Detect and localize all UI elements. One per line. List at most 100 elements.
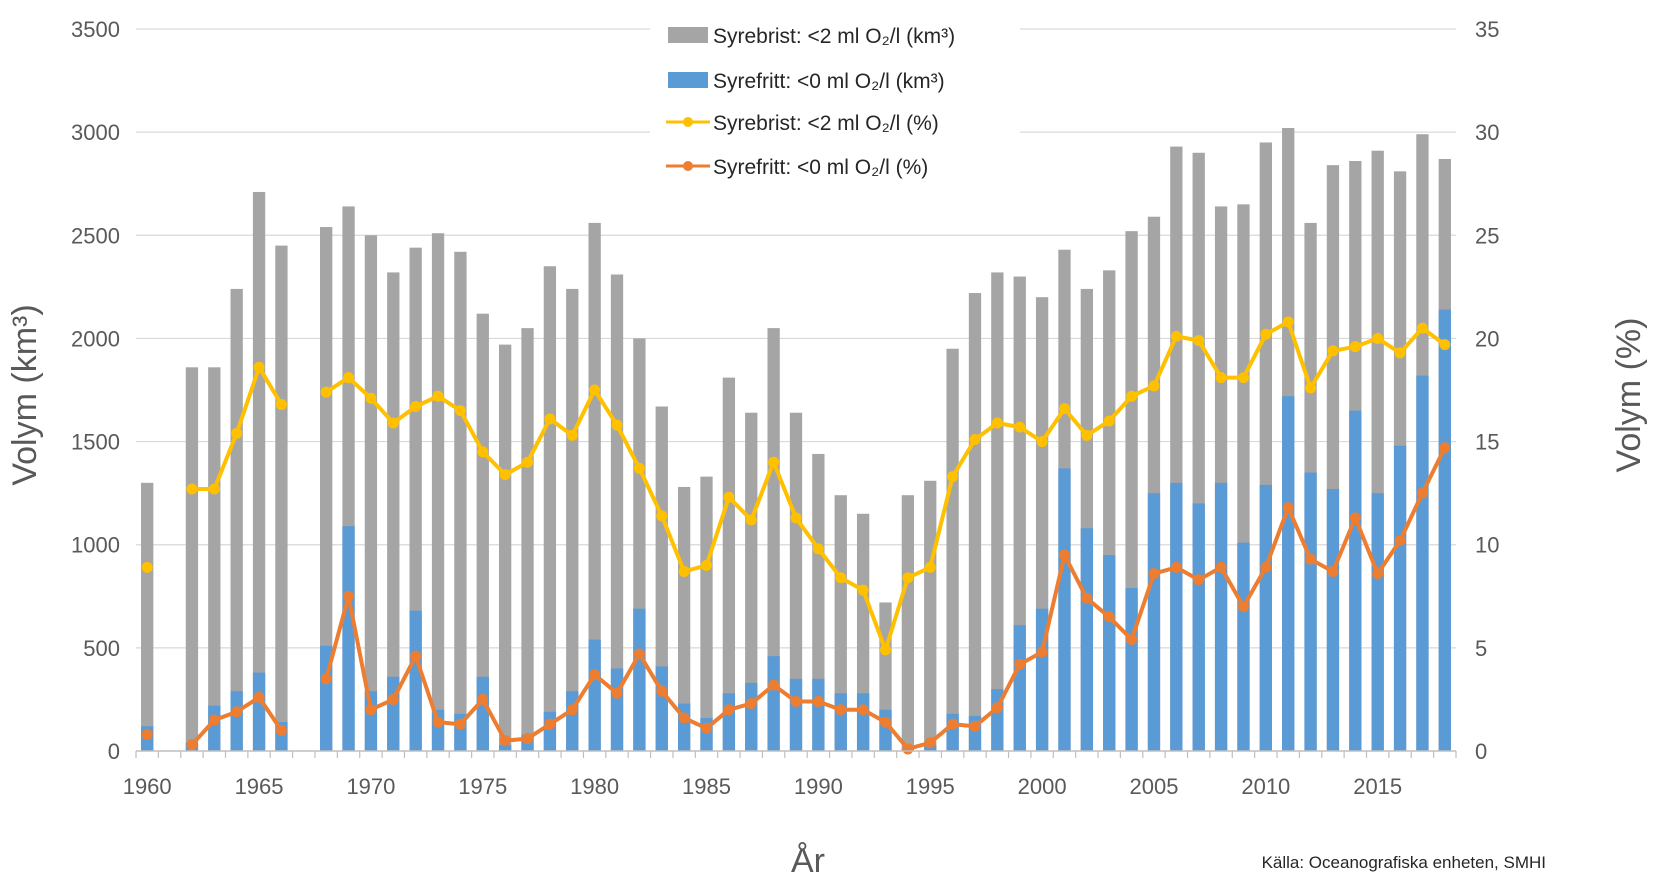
point-syrebrist-pct <box>1215 372 1227 384</box>
bar-syrefritt <box>588 639 601 751</box>
point-syrebrist-pct <box>1327 345 1339 357</box>
y-tick-label-right: 5 <box>1475 636 1487 661</box>
x-tick-label: 1965 <box>235 774 284 799</box>
point-syrebrist-pct <box>1014 421 1026 433</box>
point-syrefritt-pct <box>1081 592 1093 604</box>
point-syrefritt-pct <box>1416 487 1428 499</box>
legend-label-series-0: Syrebrist: <2 ml O₂/l (km³) <box>713 25 955 48</box>
x-tick-label: 1990 <box>794 774 843 799</box>
bar-syrebrist <box>431 233 445 752</box>
point-syrefritt-pct <box>1058 549 1070 561</box>
bar-syrefritt <box>431 709 445 751</box>
bar-syrebrist <box>700 476 713 751</box>
bar-syrefritt <box>879 709 892 751</box>
legend-marker-series-3 <box>683 161 693 171</box>
point-syrebrist-pct <box>1126 390 1138 402</box>
point-syrefritt-pct <box>1349 512 1361 524</box>
line-syrebrist-pct <box>325 319 1446 652</box>
y-tick-label-right: 25 <box>1475 223 1499 248</box>
point-syrebrist-pct <box>1439 339 1451 351</box>
bar-syrebrist <box>991 272 1004 751</box>
bar-syrebrist <box>610 274 624 751</box>
point-syrefritt-pct <box>208 714 220 726</box>
bar-syrefritt <box>476 676 489 751</box>
point-syrefritt-pct <box>1014 658 1026 670</box>
point-syrebrist-pct <box>522 456 534 468</box>
point-syrebrist-pct <box>879 644 891 656</box>
bar-syrebrist <box>141 482 154 751</box>
point-syrefritt-pct <box>410 650 422 662</box>
point-syrebrist-pct <box>857 584 869 596</box>
x-tick-label: 2000 <box>1018 774 1067 799</box>
y-tick-label-left: 2500 <box>71 223 120 248</box>
bar-syrebrist <box>454 251 467 751</box>
point-syrefritt-pct <box>969 720 981 732</box>
y-tick-label-right: 20 <box>1475 326 1499 351</box>
point-syrefritt-pct <box>991 702 1003 714</box>
bar-syrebrist <box>320 227 333 751</box>
bar-syrefritt <box>1080 528 1093 751</box>
point-syrebrist-pct <box>208 483 220 495</box>
bar-syrefritt <box>208 705 221 751</box>
point-syrefritt-pct <box>879 716 891 728</box>
bar-syrefritt <box>834 693 847 751</box>
lines <box>141 316 1451 755</box>
y-tick-label-left: 1000 <box>71 533 120 558</box>
legend-label-series-1: Syrefritt: <0 ml O₂/l (km³) <box>713 70 945 93</box>
x-tick-label: 2005 <box>1129 774 1178 799</box>
y-tick-label-right: 10 <box>1475 533 1499 558</box>
bar-syrebrist <box>767 328 780 751</box>
bar-syrefritt <box>1349 410 1362 751</box>
point-syrebrist-pct <box>1103 415 1115 427</box>
point-syrebrist-pct <box>678 566 690 578</box>
legend: Syrebrist: <2 ml O₂/l (km³) Syrefritt: <… <box>650 18 1020 190</box>
bar-syrefritt <box>1103 555 1116 751</box>
point-syrefritt-pct <box>924 737 936 749</box>
bar-syrefritt <box>1393 445 1407 751</box>
point-syrefritt-pct <box>320 673 332 685</box>
point-syrefritt-pct <box>1305 553 1317 565</box>
x-tick-label: 1975 <box>458 774 507 799</box>
y-tick-label-right: 35 <box>1475 17 1499 42</box>
point-syrebrist-pct <box>454 405 466 417</box>
point-syrebrist-pct <box>745 514 757 526</box>
point-syrefritt-pct <box>678 712 690 724</box>
legend-label-series-2: Syrebrist: <2 ml O₂/l (%) <box>713 112 939 135</box>
point-syrebrist-pct <box>141 561 153 573</box>
bar-syrebrist <box>924 480 937 751</box>
point-syrefritt-pct <box>1036 646 1048 658</box>
point-syrebrist-pct <box>991 417 1003 429</box>
bar-syrefritt <box>1237 542 1250 751</box>
point-syrefritt-pct <box>1372 568 1384 580</box>
point-syrefritt-pct <box>812 695 824 707</box>
point-syrefritt-pct <box>343 590 355 602</box>
point-syrefritt-pct <box>902 743 914 755</box>
point-syrebrist-pct <box>231 427 243 439</box>
point-syrebrist-pct <box>387 417 399 429</box>
bar-syrefritt <box>1125 588 1138 751</box>
point-syrebrist-pct <box>1058 403 1070 415</box>
bar-syrebrist <box>230 288 243 751</box>
bar-syrebrist <box>364 235 378 752</box>
bar-syrebrist <box>789 412 803 751</box>
point-syrebrist-pct <box>544 413 556 425</box>
bar-syrebrist <box>588 222 601 751</box>
point-syrefritt-pct <box>387 693 399 705</box>
bar-syrebrist <box>252 191 266 752</box>
point-syrefritt-pct <box>1170 561 1182 573</box>
legend-background <box>650 18 1020 190</box>
point-syrebrist-pct <box>812 543 824 555</box>
point-syrebrist-pct <box>1036 436 1048 448</box>
x-tick-label: 1980 <box>570 774 619 799</box>
point-syrefritt-pct <box>723 704 735 716</box>
point-syrebrist-pct <box>1305 382 1317 394</box>
point-syrebrist-pct <box>432 390 444 402</box>
point-syrebrist-pct <box>947 471 959 483</box>
y-tick-label-right: 30 <box>1475 120 1499 145</box>
point-syrebrist-pct <box>1349 341 1361 353</box>
bar-syrefritt <box>409 610 422 751</box>
point-syrebrist-pct <box>768 456 780 468</box>
point-syrefritt-pct <box>1193 574 1205 586</box>
y-tick-label-left: 3000 <box>71 120 120 145</box>
